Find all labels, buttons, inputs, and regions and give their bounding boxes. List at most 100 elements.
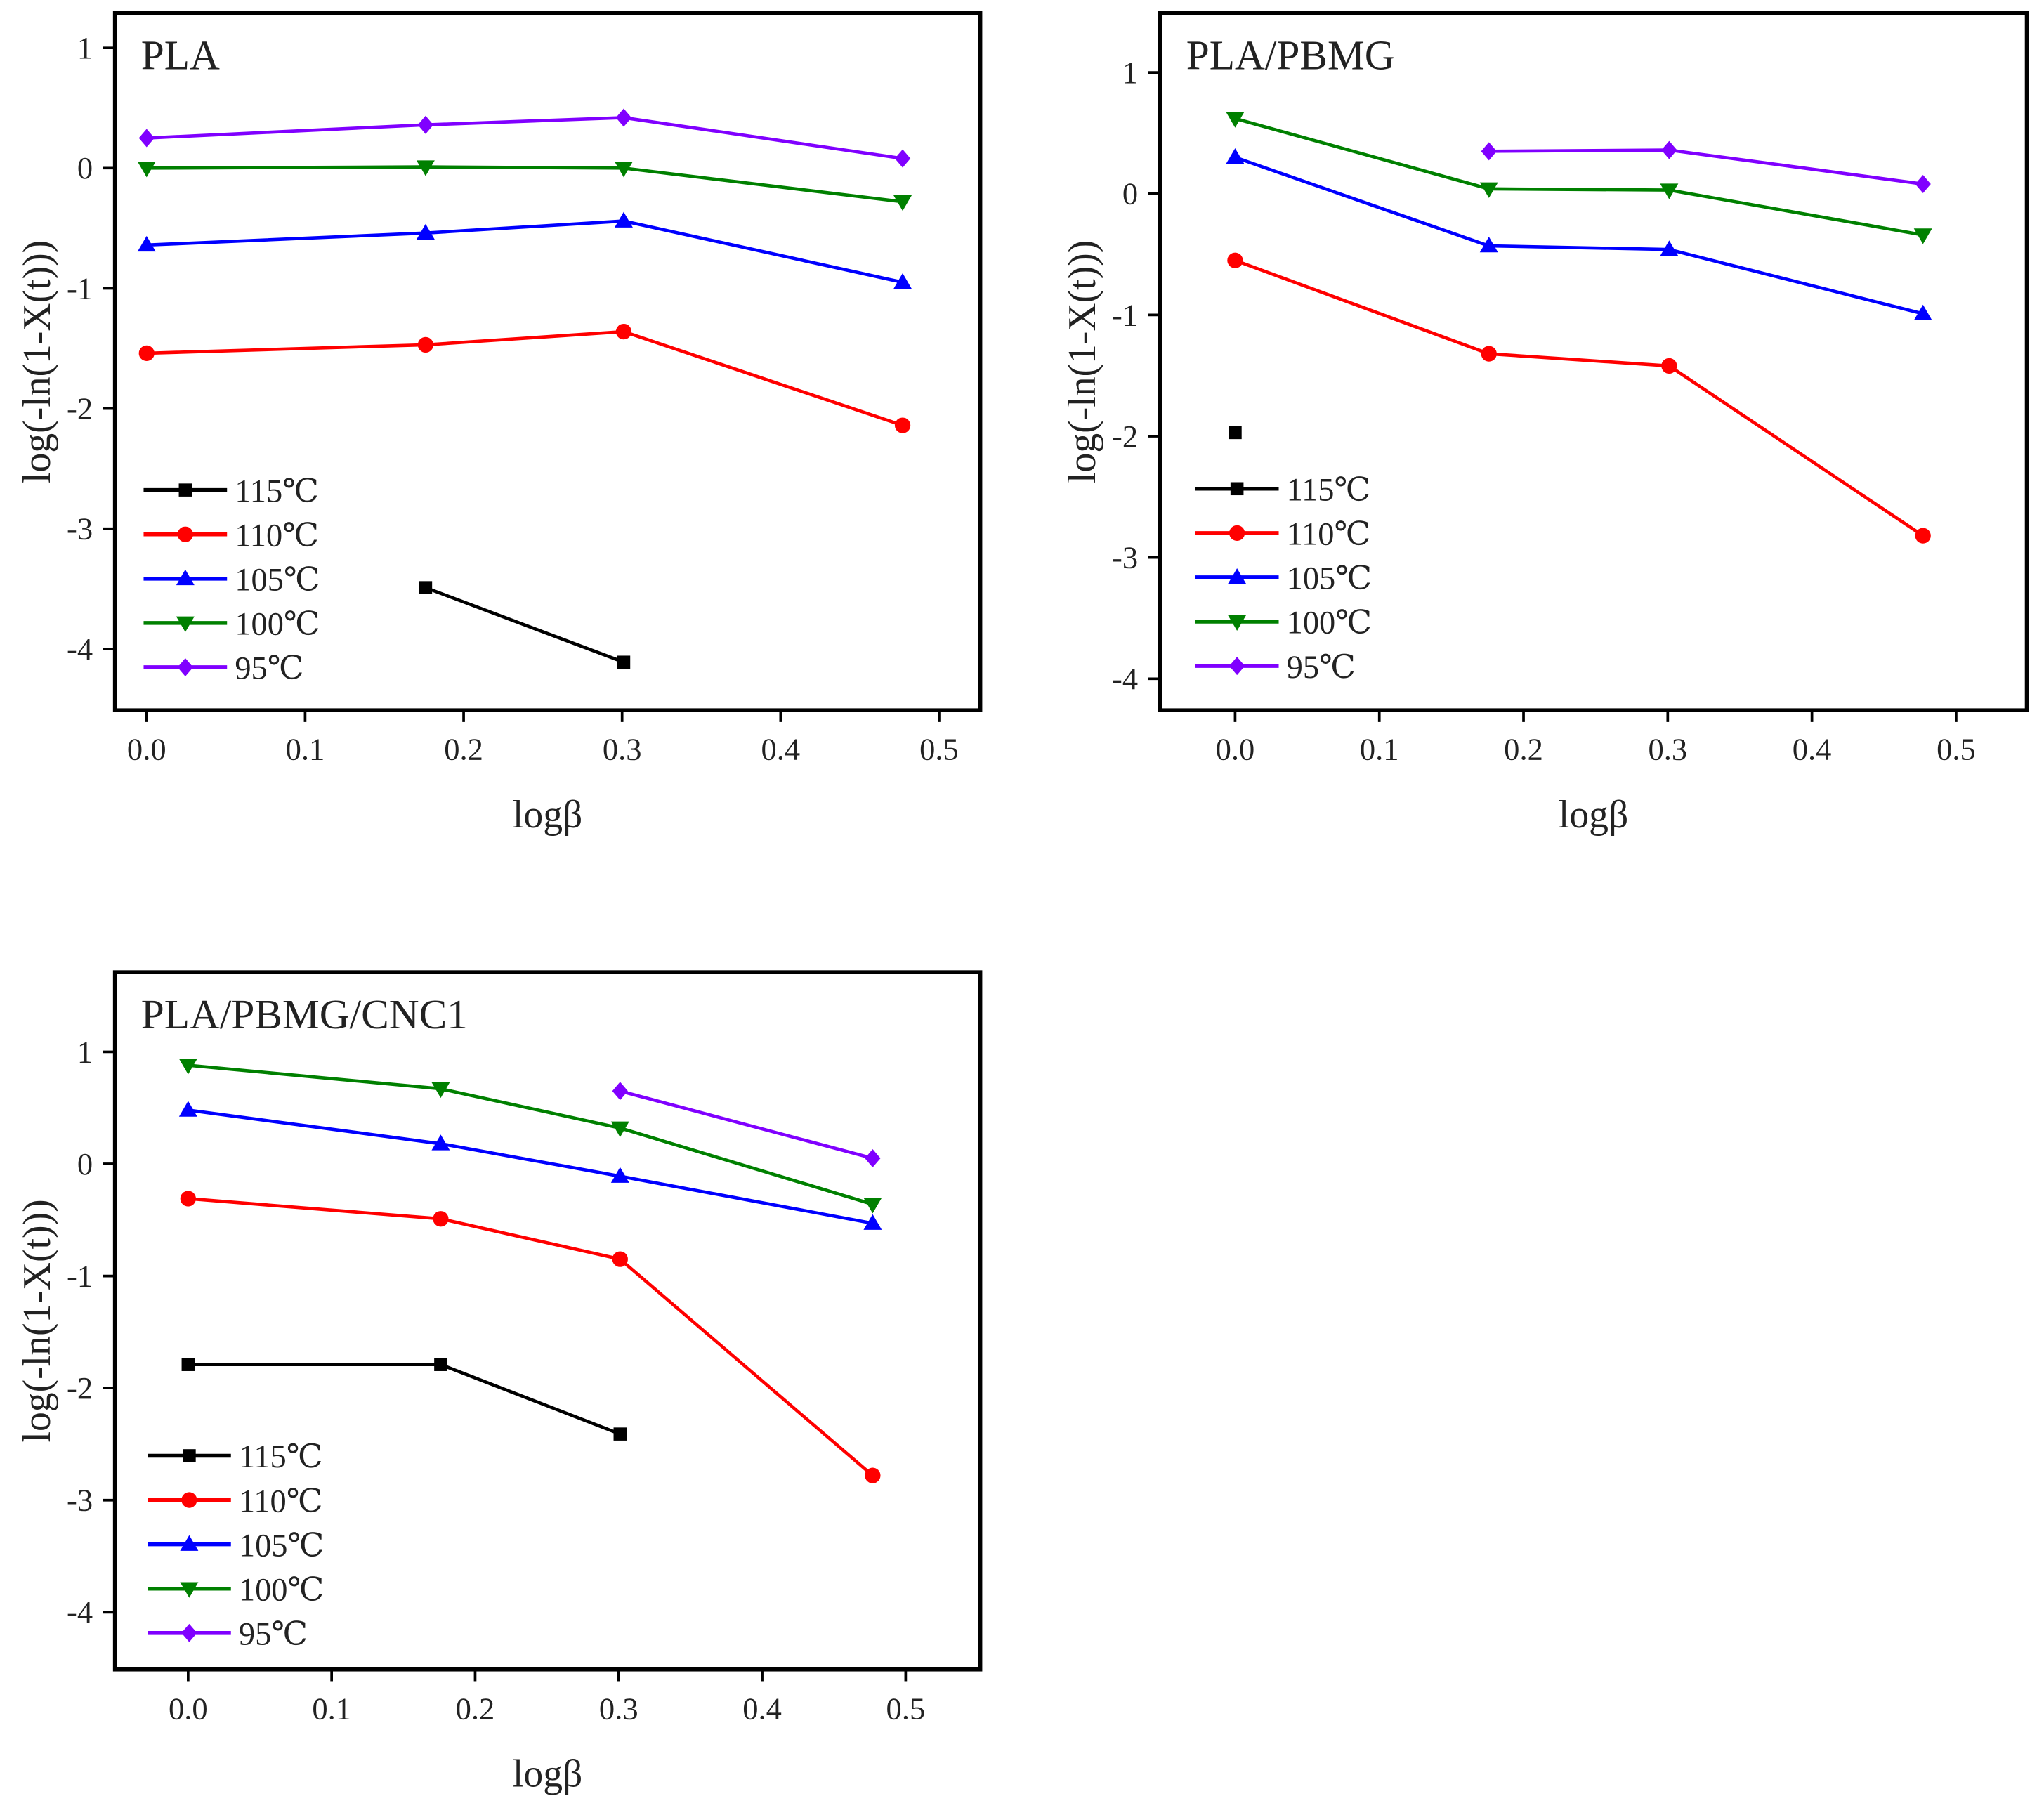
series-line [188, 1063, 874, 1206]
series-0 [419, 581, 631, 669]
plot-frame [112, 970, 983, 1672]
series-1 [1227, 252, 1931, 544]
data-point [1913, 228, 1932, 244]
y-tick-label: -2 [67, 391, 93, 426]
data-point [893, 195, 912, 211]
legend-marker [177, 526, 193, 542]
legend-label: 95℃ [235, 651, 303, 687]
data-point [615, 108, 632, 127]
legend-marker [176, 616, 195, 632]
legend-label: 100℃ [235, 607, 320, 643]
series-4 [612, 1082, 881, 1168]
series-4 [138, 108, 911, 168]
chart-title: PLA [141, 32, 220, 78]
legend-label: 105℃ [239, 1528, 324, 1564]
data-point [610, 1121, 629, 1137]
data-point [612, 1251, 628, 1267]
legend-label: 100℃ [1287, 605, 1372, 641]
x-tick-label: 0.1 [312, 1691, 351, 1726]
y-tick-label: -1 [1112, 297, 1138, 332]
series-1 [138, 323, 911, 433]
data-point [1661, 140, 1677, 159]
legend-marker [181, 1492, 197, 1508]
legend-marker [1230, 482, 1244, 496]
x-tick-label: 0.3 [1648, 732, 1687, 767]
series-line [146, 165, 903, 204]
y-tick-label: -1 [67, 270, 93, 306]
data-point [419, 581, 433, 594]
data-point [433, 1211, 449, 1227]
data-point [178, 1059, 197, 1075]
data-point [615, 323, 632, 340]
data-point [434, 1358, 447, 1371]
data-point [181, 1358, 195, 1371]
data-point [610, 1167, 629, 1183]
series-1 [180, 1191, 881, 1483]
data-point [613, 1427, 627, 1441]
legend-label: 100℃ [239, 1572, 324, 1608]
x-tick-label: 0.5 [1937, 732, 1976, 767]
data-point [1660, 240, 1679, 256]
series-2 [137, 211, 912, 289]
x-axis-label: logβ [513, 1752, 582, 1796]
data-point [137, 162, 156, 178]
series-line [620, 1089, 873, 1160]
y-tick-label: -3 [1112, 540, 1138, 575]
data-point [1226, 148, 1245, 164]
data-point [1481, 142, 1497, 161]
y-tick-label: -1 [67, 1258, 93, 1293]
data-point [614, 162, 633, 178]
series-4 [1481, 140, 1931, 193]
legend-marker [1229, 657, 1245, 676]
chart-panel-1: 0.0 0.1 0.2 0.3 0.4 0.5 1 0 -1 -2 -3 -4 logβ log(-ln(… [1061, 11, 2029, 837]
legend-marker [1228, 615, 1247, 631]
data-point [1227, 252, 1243, 268]
legend-label: 110℃ [235, 518, 319, 553]
series-3 [178, 1059, 882, 1214]
chart-panel-0: 0.0 0.1 0.2 0.3 0.4 0.5 1 0 -1 -2 -3 -4 logβ log(-ln(… [15, 11, 983, 837]
x-tick-label: 0.2 [444, 732, 483, 767]
series-0 [181, 1358, 627, 1441]
legend-label: 115℃ [239, 1439, 323, 1475]
legend-marker [1229, 525, 1245, 541]
x-axis-label: logβ [513, 793, 582, 837]
series-line [188, 1363, 621, 1436]
x-tick-label: 0.4 [1793, 732, 1832, 767]
y-tick-label: 0 [77, 150, 93, 185]
series-line [146, 219, 903, 284]
y-tick-label: -4 [67, 631, 93, 667]
series-line [146, 329, 903, 427]
x-tick-label: 0.0 [1216, 732, 1255, 767]
legend-marker [180, 1535, 199, 1551]
data-point [1915, 528, 1931, 544]
series-line [1234, 117, 1924, 237]
legend-marker [183, 1449, 196, 1462]
plot-frame [112, 11, 983, 712]
series-line [1234, 155, 1924, 315]
plot-frame [1158, 11, 2029, 712]
data-point [1479, 182, 1498, 198]
data-point [894, 149, 911, 168]
legend-label: 105℃ [235, 562, 320, 598]
legend-marker [180, 1582, 199, 1598]
y-axis-label: log(-ln(1-X(t))) [15, 1199, 59, 1442]
data-point [1229, 426, 1242, 440]
x-tick-label: 0.4 [761, 732, 800, 767]
y-tick-label: 1 [77, 1034, 93, 1069]
data-point [865, 1467, 881, 1483]
data-point [417, 336, 434, 353]
legend-label: 110℃ [239, 1483, 323, 1519]
chart-title: PLA/PBMG [1186, 32, 1395, 78]
x-tick-label: 0.0 [169, 1691, 208, 1726]
y-tick-label: -2 [67, 1370, 93, 1406]
legend-label: 115℃ [1287, 472, 1371, 508]
data-point [416, 160, 435, 176]
chart-panel-2: 0.0 0.1 0.2 0.3 0.4 0.5 1 0 -1 -2 -3 -4 logβ log(-ln(… [15, 970, 983, 1796]
data-point [138, 129, 155, 148]
x-tick-label: 0.3 [603, 732, 642, 767]
y-tick-label: -3 [67, 1483, 93, 1518]
data-point [416, 223, 435, 240]
y-tick-label: -4 [1112, 661, 1138, 696]
y-tick-label: 1 [77, 30, 93, 65]
